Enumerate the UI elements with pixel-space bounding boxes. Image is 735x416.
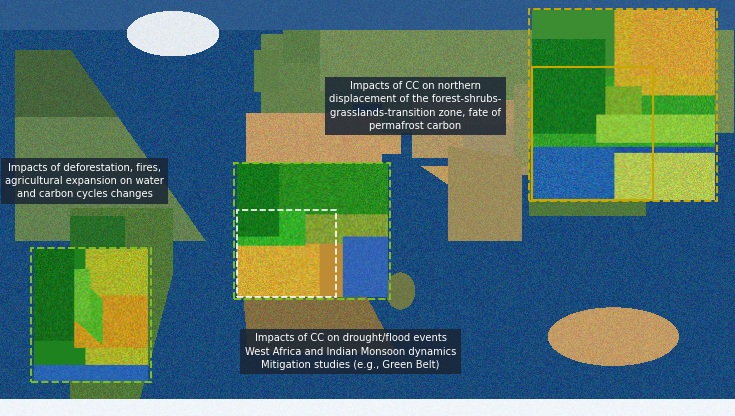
Text: Impacts of CC on drought/flood events
West Africa and Indian Monsoon dynamics
Mi: Impacts of CC on drought/flood events We… xyxy=(245,333,456,370)
Bar xyxy=(532,67,653,200)
Bar xyxy=(237,210,336,297)
Bar xyxy=(234,163,390,299)
Bar xyxy=(31,248,151,382)
Bar xyxy=(529,9,717,201)
Text: Impacts of deforestation, fires,
agricultural expansion on water
and carbon cycl: Impacts of deforestation, fires, agricul… xyxy=(5,163,164,199)
Text: Impacts of CC on northern
displacement of the forest-shrubs-
grasslands-transiti: Impacts of CC on northern displacement o… xyxy=(329,81,501,131)
